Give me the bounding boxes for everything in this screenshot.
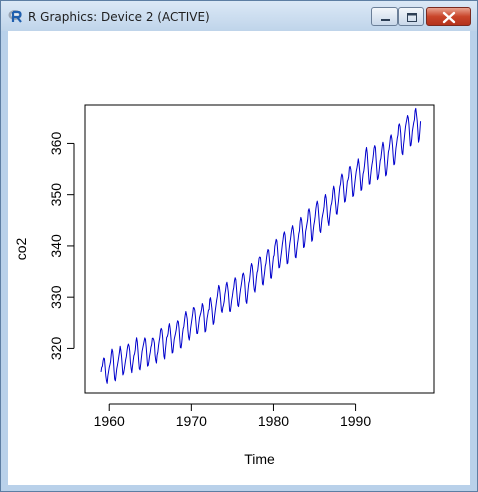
co2-series-line: [100, 107, 422, 384]
y-tick-label: 330: [48, 285, 64, 309]
x-tick-label: 1980: [258, 413, 289, 429]
plot-frame: [84, 104, 435, 394]
x-tick-label: 1990: [340, 413, 371, 429]
maximize-icon: [407, 13, 417, 22]
y-tick-label: 340: [48, 234, 64, 258]
y-tick-label: 350: [48, 183, 64, 207]
window-bottom-border: [1, 485, 477, 491]
x-axis-label: Time: [244, 451, 275, 467]
close-icon: [442, 11, 456, 24]
r-logo-icon: [8, 10, 22, 23]
co2-time-series-plot: 1960 1970 1980 1990 320 330 340 350 360 Time co2: [13, 104, 435, 467]
maximize-button[interactable]: [398, 7, 424, 26]
graphics-device-canvas: 1960 1970 1980 1990 320 330 340 350 360 Time co2: [8, 31, 470, 485]
x-tick-label: 1960: [94, 413, 125, 429]
y-tick-label: 360: [48, 132, 64, 156]
window-title: R Graphics: Device 2 (ACTIVE): [28, 10, 210, 24]
title-bar[interactable]: R Graphics: Device 2 (ACTIVE): [1, 1, 477, 31]
x-tick-label: 1970: [176, 413, 207, 429]
y-axis-label: co2: [13, 238, 29, 261]
minimize-icon: [381, 19, 390, 21]
minimize-button[interactable]: [371, 7, 398, 26]
y-tick-label: 320: [48, 337, 64, 361]
close-button[interactable]: [426, 7, 471, 26]
